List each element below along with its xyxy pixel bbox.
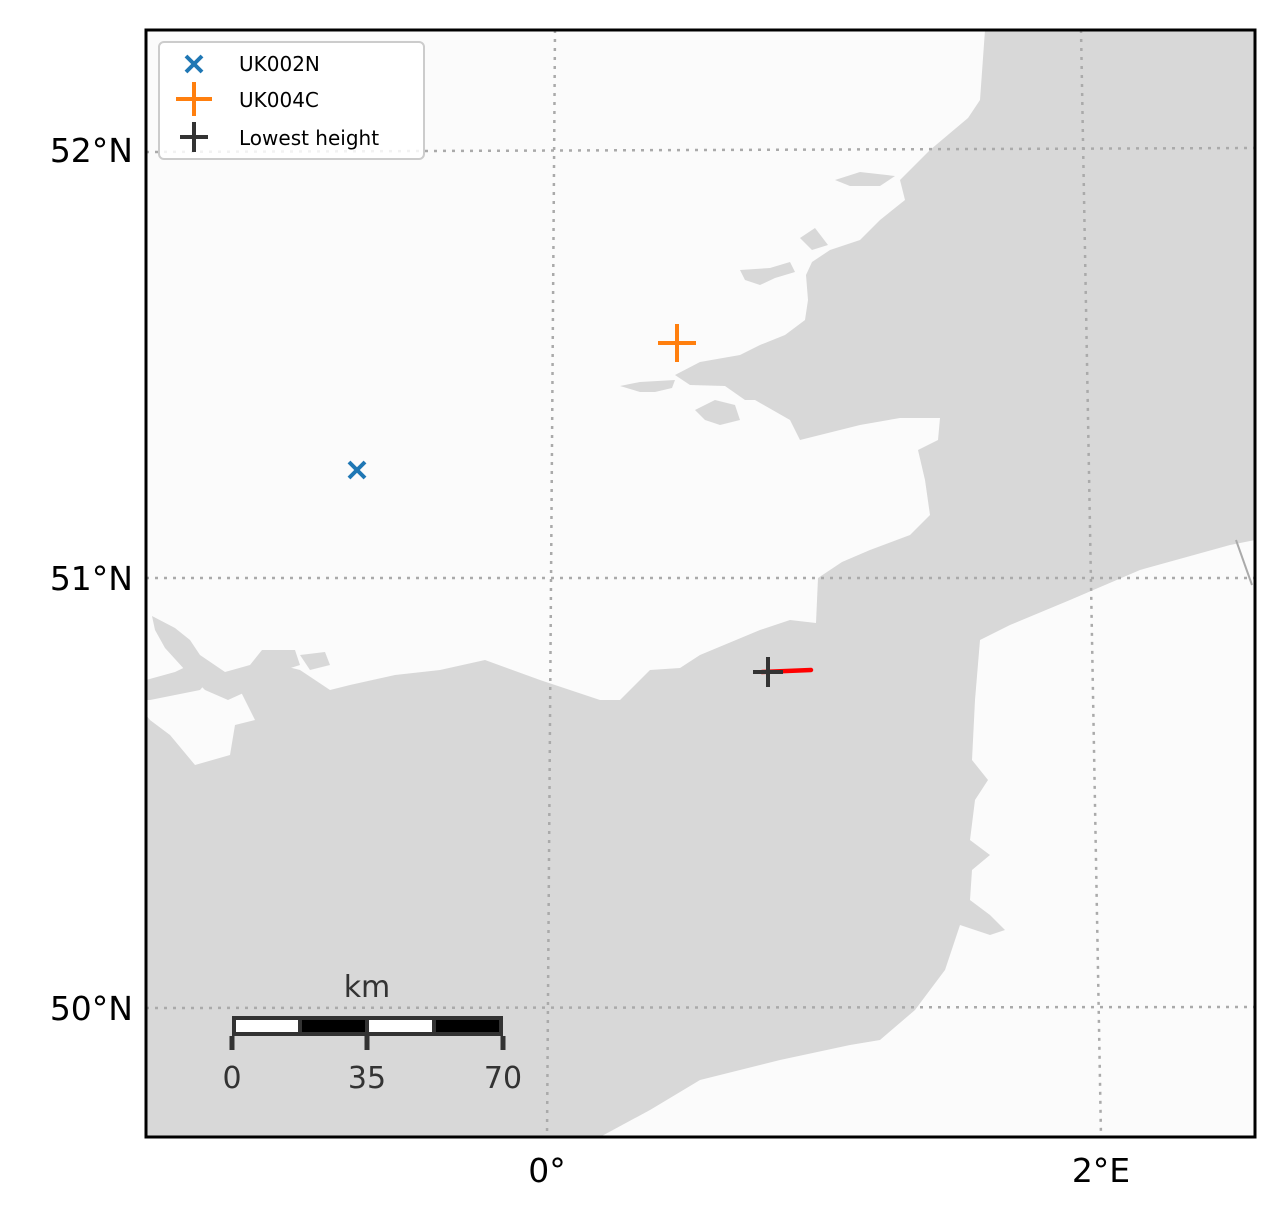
estuary-inlet — [740, 262, 795, 285]
lat-label-50n: 50°N — [50, 989, 133, 1028]
lon-label-2e: 2°E — [1072, 1151, 1130, 1190]
lat-label-51n: 51°N — [50, 559, 133, 598]
uk002n-marker — [347, 460, 367, 480]
map-area: km 0 35 70 UK002N UK004C — [146, 30, 1255, 1137]
england-land — [146, 30, 985, 765]
estuary-inlet — [620, 380, 675, 392]
scale-label-35: 35 — [348, 1061, 386, 1096]
estuary-inlet — [800, 228, 828, 250]
estuary-inlet — [695, 400, 740, 425]
legend-box — [158, 41, 425, 160]
lon-label-0: 0° — [528, 1151, 566, 1190]
scale-label-70: 70 — [484, 1061, 522, 1096]
scale-unit: km — [344, 970, 391, 1005]
legend-label-uk004c: UK004C — [239, 88, 319, 112]
lat-label-52n: 52°N — [50, 131, 133, 170]
legend-plus-icon — [180, 122, 208, 152]
france-land — [600, 540, 1255, 1137]
border-line — [1235, 539, 1253, 586]
map-frame — [144, 28, 1257, 1139]
legend-label-lowest-height: Lowest height — [239, 126, 379, 150]
legend-plus-icon — [176, 82, 212, 116]
harbour-inlet — [152, 616, 300, 700]
harbour-inlet — [300, 652, 330, 670]
scale-segment — [302, 1020, 365, 1032]
legend-x-icon — [184, 54, 204, 74]
legend-label-uk002n: UK002N — [239, 52, 320, 76]
lowest-height-marker — [753, 657, 783, 687]
scale-segment — [369, 1020, 432, 1032]
scale-bar: km 0 35 70 — [222, 970, 522, 1096]
estuary-inlet — [835, 172, 895, 186]
scale-segment — [436, 1020, 499, 1032]
legend: UK002N UK004C Lowest height — [158, 41, 425, 160]
scale-segment — [236, 1020, 298, 1032]
scale-label-0: 0 — [222, 1061, 241, 1096]
uk004c-marker — [658, 324, 696, 362]
